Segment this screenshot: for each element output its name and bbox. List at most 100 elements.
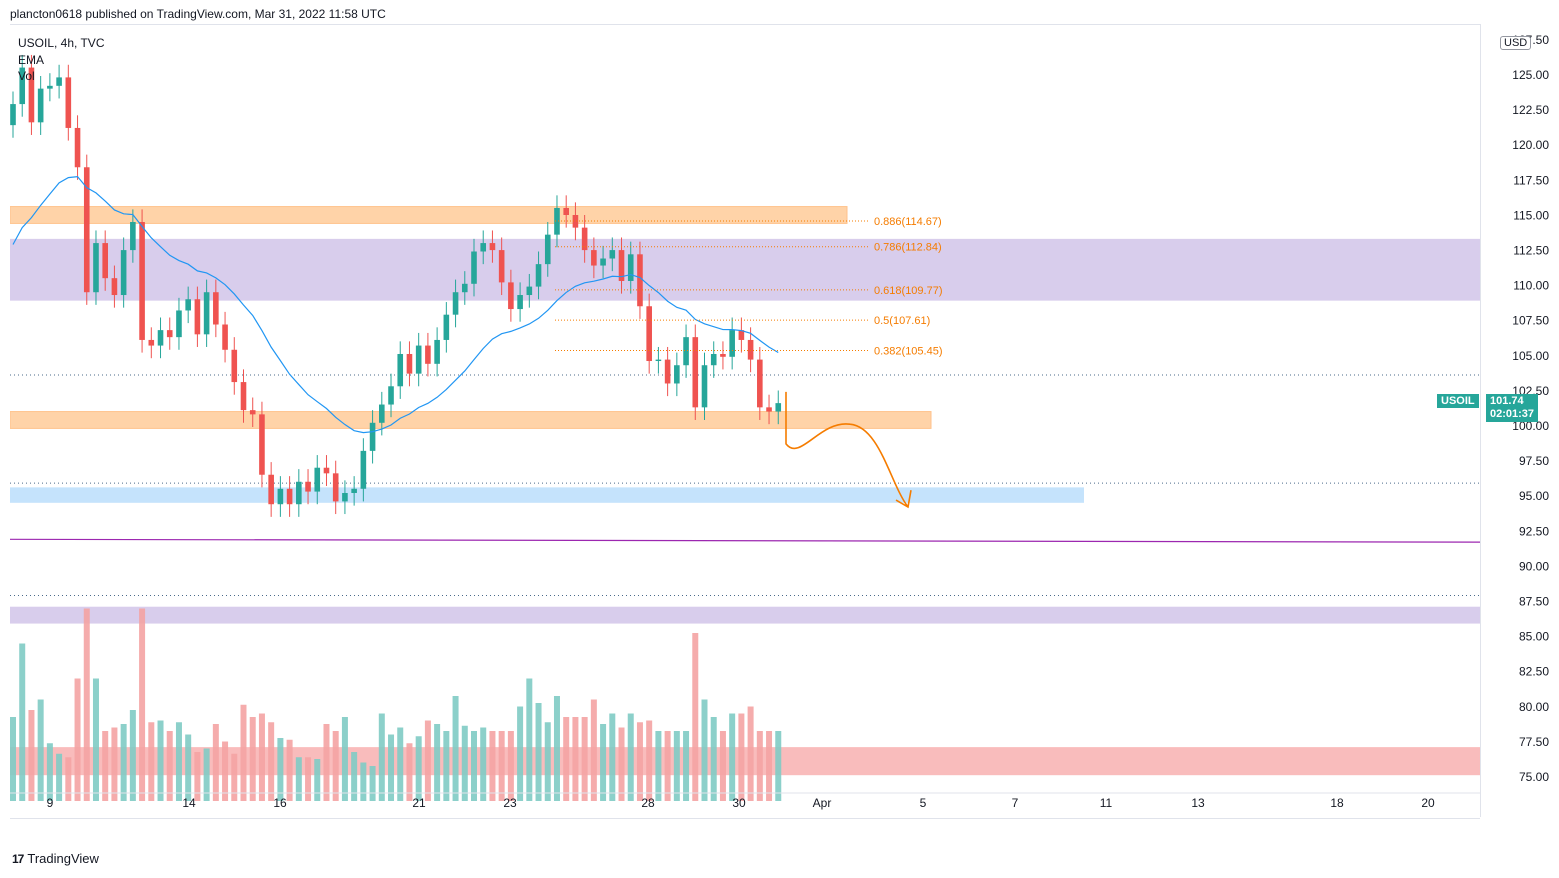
volume-bar xyxy=(581,717,588,801)
candle xyxy=(627,254,634,281)
candle xyxy=(157,330,164,346)
candle xyxy=(415,345,422,374)
candle xyxy=(240,382,247,411)
candle xyxy=(277,488,284,505)
volume-bar xyxy=(655,731,662,801)
candle xyxy=(314,467,321,492)
volume-bar xyxy=(471,731,477,801)
candle xyxy=(609,250,616,259)
volume-bar xyxy=(139,608,146,801)
volume-bar xyxy=(434,724,441,801)
volume-bar xyxy=(240,704,247,801)
candle xyxy=(766,407,772,412)
candle xyxy=(268,474,274,505)
candle xyxy=(434,339,440,364)
x-tick-label: Apr xyxy=(813,796,832,810)
tradingview-footer[interactable]: 17 TradingView xyxy=(12,851,99,866)
x-tick-label: 14 xyxy=(182,796,196,810)
fib-label: 0.382(105.45) xyxy=(874,345,943,357)
x-tick-label: 7 xyxy=(1012,796,1019,810)
currency-badge[interactable]: USD xyxy=(1500,36,1532,50)
volume-bar xyxy=(295,757,302,801)
y-tick-label: 77.50 xyxy=(1519,735,1549,749)
candle xyxy=(305,481,311,492)
volume-bar xyxy=(710,717,717,801)
y-tick-label: 95.00 xyxy=(1519,489,1549,503)
bar-countdown: 02:01:37 xyxy=(1490,407,1535,420)
volume-bar xyxy=(646,720,653,801)
ema-line xyxy=(12,175,779,434)
candle xyxy=(572,214,579,228)
zone-lower-purple xyxy=(10,606,1480,624)
y-tick-label: 100.00 xyxy=(1512,419,1549,433)
volume-bar xyxy=(766,731,773,801)
zone-resistance xyxy=(9,206,848,224)
volume-bar xyxy=(305,757,312,801)
x-tick-label: 20 xyxy=(1421,796,1435,810)
candle xyxy=(231,349,238,383)
volume-bar xyxy=(19,643,26,801)
chart-plot-area[interactable]: 0.886(114.67) 0.786(112.84) 0.618(109.77) 0… xyxy=(9,24,1481,819)
candle xyxy=(388,386,394,405)
candle xyxy=(332,473,339,502)
candle xyxy=(28,67,35,123)
candle xyxy=(637,254,643,307)
candle xyxy=(664,359,671,384)
volume-bar xyxy=(212,724,219,801)
candle xyxy=(701,365,708,408)
symbol-title[interactable]: USOIL, 4h, TVC xyxy=(18,36,105,50)
volume-legend[interactable]: Vol xyxy=(18,69,35,83)
candle xyxy=(10,104,16,126)
candle xyxy=(176,310,182,338)
x-tick-label: 13 xyxy=(1191,796,1205,810)
candle xyxy=(111,278,118,296)
candle xyxy=(93,243,99,293)
candle xyxy=(674,365,680,384)
candle xyxy=(683,337,689,366)
price-chart[interactable]: 0.886(114.67) 0.786(112.84) 0.618(109.77) 0… xyxy=(9,25,1481,818)
candle xyxy=(47,85,53,89)
volume-bar xyxy=(351,752,358,801)
candle xyxy=(720,353,726,357)
volume-bar xyxy=(341,717,348,801)
volume-bar xyxy=(175,722,182,801)
candle xyxy=(296,481,302,505)
candle xyxy=(203,292,210,335)
candle xyxy=(56,77,62,86)
candle xyxy=(74,127,81,168)
candle xyxy=(323,467,330,474)
candle xyxy=(397,353,404,387)
volume-bar xyxy=(683,731,690,801)
candle xyxy=(65,77,72,128)
x-tick-label: 5 xyxy=(920,796,927,810)
candle xyxy=(618,250,625,281)
candle xyxy=(563,207,569,215)
volume-bar xyxy=(388,734,395,801)
volume-bar xyxy=(452,696,459,801)
y-tick-label: 92.50 xyxy=(1519,524,1549,538)
candle xyxy=(130,222,136,251)
symbol-legend: USOIL, 4h, TVC EMA Vol xyxy=(18,35,104,85)
candle xyxy=(738,330,745,340)
candle xyxy=(83,167,90,293)
y-tick-label: 75.00 xyxy=(1519,770,1549,784)
x-tick-label: 16 xyxy=(273,796,287,810)
candle xyxy=(166,330,173,338)
candle xyxy=(526,286,533,296)
volume-bar xyxy=(323,724,330,801)
volume-bar xyxy=(480,727,487,801)
volume-bar xyxy=(627,713,634,801)
volume-bar xyxy=(397,727,404,801)
volume-bar xyxy=(111,727,118,801)
candle xyxy=(379,404,385,423)
candle xyxy=(120,250,127,296)
volume-bar xyxy=(415,736,422,801)
y-tick-label: 112.50 xyxy=(1513,244,1549,258)
volume-bar xyxy=(222,741,229,801)
y-tick-label: 85.00 xyxy=(1519,630,1549,644)
candle xyxy=(342,492,348,502)
candle xyxy=(222,324,228,350)
volume-bar xyxy=(600,724,607,801)
volume-bar xyxy=(406,743,413,801)
ema-legend[interactable]: EMA xyxy=(18,52,45,67)
